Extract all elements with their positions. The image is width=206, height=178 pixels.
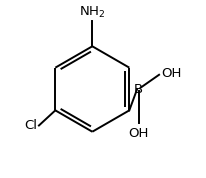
Text: Cl: Cl: [24, 119, 37, 132]
Text: B: B: [134, 83, 143, 96]
Text: NH$_2$: NH$_2$: [79, 4, 105, 20]
Text: OH: OH: [128, 127, 149, 140]
Text: OH: OH: [161, 67, 181, 80]
